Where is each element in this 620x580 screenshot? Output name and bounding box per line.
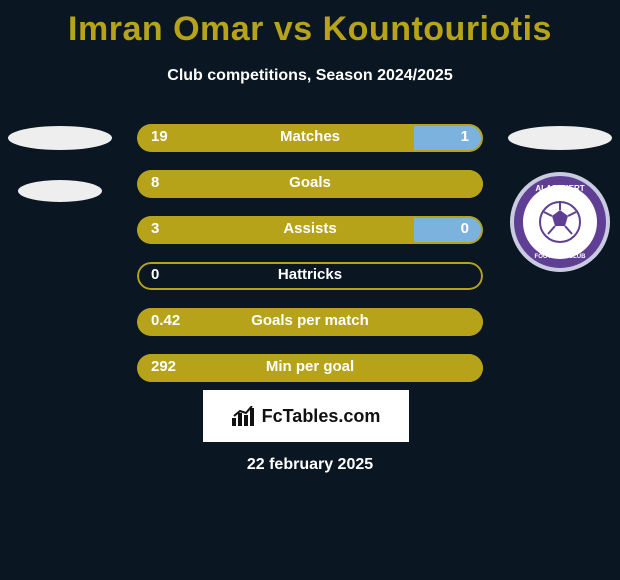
stat-row: 292Min per goal <box>137 354 483 382</box>
stat-row: 0.42Goals per match <box>137 308 483 336</box>
stat-label: Goals per match <box>137 312 483 329</box>
stat-row: 0Hattricks <box>137 262 483 290</box>
stat-label: Min per goal <box>137 358 483 375</box>
left-badges <box>0 110 120 202</box>
stat-value-right: 0 <box>461 220 469 237</box>
stat-row: 8Goals <box>137 170 483 198</box>
right-badge-1 <box>508 126 612 150</box>
club-name-top: ALASHKERT <box>535 184 584 193</box>
page-title: Imran Omar vs Kountouriotis <box>0 0 620 49</box>
right-badges: ALASHKERT FOOTBALL CLUB <box>500 110 620 272</box>
brand-text: FcTables.com <box>262 406 381 427</box>
stat-value-right: 1 <box>461 128 469 145</box>
subtitle: Club competitions, Season 2024/2025 <box>0 67 620 85</box>
football-icon <box>538 200 582 244</box>
comparison-card: Imran Omar vs Kountouriotis Club competi… <box>0 0 620 580</box>
club-badge: ALASHKERT FOOTBALL CLUB <box>510 172 610 272</box>
left-badge-1 <box>8 126 112 150</box>
stat-label: Assists <box>137 220 483 237</box>
stat-bars: 19Matches18Goals3Assists00Hattricks0.42G… <box>137 124 483 400</box>
brand-badge: FcTables.com <box>203 390 409 442</box>
club-badge-inner <box>523 185 597 259</box>
stat-row: 19Matches1 <box>137 124 483 152</box>
footer-date: 22 february 2025 <box>0 456 620 474</box>
stat-label: Hattricks <box>137 266 483 283</box>
stat-label: Matches <box>137 128 483 145</box>
stat-row: 3Assists0 <box>137 216 483 244</box>
left-badge-2 <box>18 180 102 202</box>
stat-label: Goals <box>137 174 483 191</box>
club-name-bottom: FOOTBALL CLUB <box>535 254 586 260</box>
brand-chart-icon <box>232 406 256 426</box>
